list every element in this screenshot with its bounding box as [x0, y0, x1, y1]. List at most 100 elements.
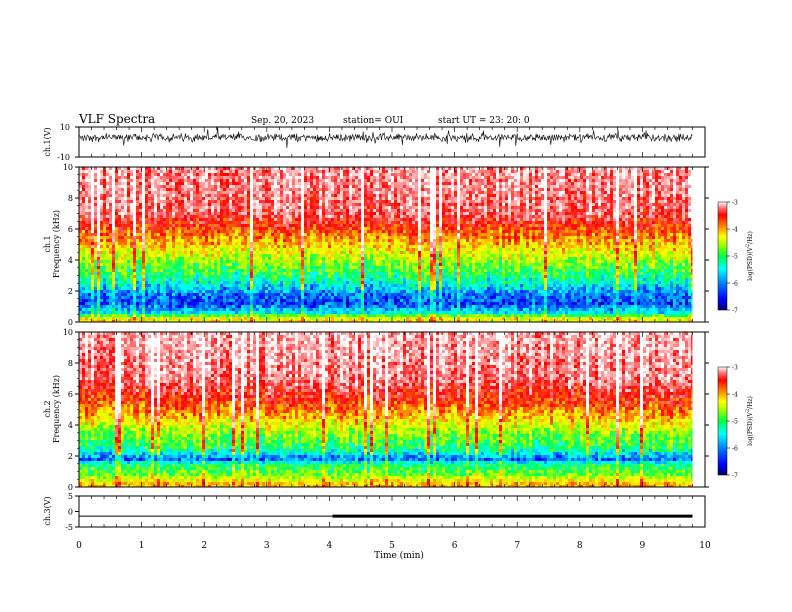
spectrogram-cell [343, 191, 346, 194]
spectrogram-cell [307, 206, 310, 209]
spectrogram-cell [295, 182, 298, 185]
spectrogram-cell [247, 281, 250, 284]
spectrogram-cell [97, 317, 100, 320]
spectrogram-cell [241, 173, 244, 176]
spectrogram-cell [136, 302, 139, 305]
spectrogram-cell [346, 218, 349, 221]
ch1-ytick-top: 10 [60, 123, 70, 132]
spectrogram-cell [169, 260, 172, 263]
spectrogram-cell [88, 182, 91, 185]
spectrogram-cell [325, 317, 328, 320]
spectrogram-cell [178, 233, 181, 236]
spectrogram-cell [106, 206, 109, 209]
spectrogram-cell [307, 293, 310, 296]
spectrogram-cell [202, 176, 205, 179]
spectrogram-cell [112, 242, 115, 245]
spectrogram-cell [244, 305, 247, 308]
spectrogram-cell [229, 272, 232, 275]
spectrogram-cell [157, 293, 160, 296]
spectrogram-cell [103, 275, 106, 278]
spectrogram-cell [211, 287, 214, 290]
spectrogram-cell [91, 200, 94, 203]
spectrogram-cell [166, 269, 169, 272]
spectrogram-cell [310, 254, 313, 257]
spectrogram-cell [232, 269, 235, 272]
spectrogram-cell [232, 275, 235, 278]
spectrogram-cell [244, 239, 247, 242]
spectrogram-cell [346, 221, 349, 224]
spectrogram-cell [187, 242, 190, 245]
spectrogram-cell [226, 176, 229, 179]
spectrogram-cell [196, 317, 199, 320]
spectrogram-cell [223, 221, 226, 224]
spectrogram-cell [175, 257, 178, 260]
spectrogram-cell [226, 212, 229, 215]
spectrogram-cell [121, 278, 124, 281]
spectrogram-cell [244, 284, 247, 287]
spectrogram-cell [316, 194, 319, 197]
spectrogram-cell [103, 212, 106, 215]
spectrogram-cell [118, 296, 121, 299]
spectrogram-cell [262, 317, 265, 320]
spectrogram-cell [127, 251, 130, 254]
spectrogram-cell [316, 242, 319, 245]
spectrogram-cell [127, 308, 130, 311]
spectrogram-cell [259, 203, 262, 206]
spectrogram-cell [193, 182, 196, 185]
spectrogram-cell [241, 215, 244, 218]
spectrogram-cell [184, 287, 187, 290]
spectrogram-cell [238, 185, 241, 188]
spectrogram-cell [271, 269, 274, 272]
spectrogram-cell [82, 284, 85, 287]
spectrogram-cell [286, 245, 289, 248]
spectrogram-cell [334, 260, 337, 263]
spectrogram-cell [253, 173, 256, 176]
spectrogram-cell [262, 179, 265, 182]
spectrogram-cell [208, 176, 211, 179]
spectrogram-cell [334, 239, 337, 242]
spectrogram-cell [337, 215, 340, 218]
spectrogram-cell [199, 218, 202, 221]
spectrogram-cell [304, 173, 307, 176]
spectrogram-cell [103, 242, 106, 245]
spectrogram-cell [259, 212, 262, 215]
spectrogram-cell [181, 206, 184, 209]
spectrogram-cell [298, 281, 301, 284]
spectrogram-cell [298, 272, 301, 275]
spectrogram-cell [340, 215, 343, 218]
spectrogram-cell [199, 266, 202, 269]
spectrogram-cell [316, 287, 319, 290]
spectrogram-cell [250, 200, 253, 203]
spectrogram-cell [94, 215, 97, 218]
spectrogram-cell [133, 245, 136, 248]
spectrogram-cell [175, 275, 178, 278]
spectrogram-cell [202, 179, 205, 182]
spectrogram-cell [256, 275, 259, 278]
spectrogram-cell [187, 218, 190, 221]
spectrogram-cell [154, 302, 157, 305]
spectrogram-cell [364, 188, 367, 191]
spectrogram-cell [220, 266, 223, 269]
spectrogram-cell [316, 197, 319, 200]
spectrogram-cell [199, 263, 202, 266]
spectrogram-cell [220, 242, 223, 245]
spectrogram-cell [169, 257, 172, 260]
spectrogram-cell [271, 173, 274, 176]
spectrogram-cell [250, 182, 253, 185]
spectrogram-cell [235, 281, 238, 284]
spectrogram-cell [148, 236, 151, 239]
spectrogram-cell [145, 245, 148, 248]
spectrogram-cell [355, 236, 358, 239]
spectrogram-cell [304, 311, 307, 314]
spectrogram-cell [169, 263, 172, 266]
spectrogram-cell [238, 284, 241, 287]
spectrogram-cell [190, 206, 193, 209]
spectrogram-cell [289, 269, 292, 272]
spectrogram-cell [361, 269, 364, 272]
spectrogram-cell [232, 188, 235, 191]
spectrogram-cell [130, 227, 133, 230]
spectrogram-cell [358, 296, 361, 299]
spectrogram-cell [196, 227, 199, 230]
spectrogram-cell [217, 287, 220, 290]
spectrogram-cell [109, 257, 112, 260]
